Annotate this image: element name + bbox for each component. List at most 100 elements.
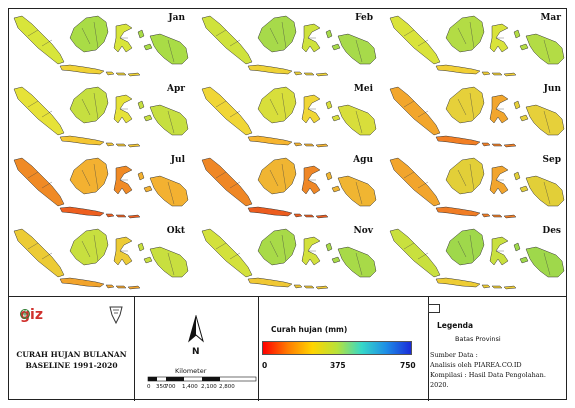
province-boundary [93,21,99,49]
island-shape [105,71,141,77]
indonesia-map-sep [389,157,565,219]
month-label-jul: Jul [170,155,185,165]
month-label-mar: Mar [540,13,561,23]
province-boundary [355,39,363,63]
province-boundary [229,252,241,260]
island-shape [105,284,141,290]
province-boundary [457,240,467,258]
map-panel-des: Des [384,221,567,292]
map-title: CURAH HUJAN BULANAN BASELINE 1991-2020 [8,349,135,371]
island-shape [325,29,341,51]
island-shape [201,228,253,278]
province-boundary [355,252,363,276]
province-boundary [417,181,429,189]
island-shape [13,157,65,207]
month-label-jun: Jun [543,84,561,94]
island-shape [113,94,133,124]
island-shape [445,15,485,53]
province-boundary [215,242,227,250]
indonesia-map-mei [201,86,377,148]
scale-tick: 700 [165,384,176,390]
province-boundary [81,27,91,45]
island-shape [525,104,565,136]
month-label-des: Des [542,226,561,236]
map-frame [8,8,567,400]
island-shape [113,236,133,266]
island-shape [257,157,297,195]
province-boundary [81,98,91,116]
province-boundary [457,27,467,45]
ministry-logo-icon [20,309,30,319]
province-boundary [457,98,467,116]
island-shape [513,171,529,193]
map-panel-jan: Jan [8,8,191,79]
province-boundary [457,169,467,187]
island-shape [489,236,509,266]
island-shape [525,33,565,65]
island-shape [137,29,153,51]
map-panel-sep: Sep [384,150,567,221]
island-shape [481,71,517,77]
island-shape [113,23,133,53]
north-label: N [192,347,200,357]
colorbar-cell: Curah hujan (mm) [259,297,429,401]
island-shape [13,15,65,65]
island-shape [149,175,189,207]
scale-tick: 1,400 [182,384,198,390]
indonesia-map-okt [13,228,189,290]
province-boundary [41,252,53,260]
island-shape [301,94,321,124]
island-shape [293,142,329,148]
island-shape [59,277,105,288]
island-shape [247,206,293,217]
island-shape [13,86,65,136]
indonesia-map-mar [389,15,565,77]
island-shape [337,246,377,278]
province-boundary [167,181,175,205]
island-shape [435,64,481,75]
scale-unit: Kilometer [175,367,207,375]
island-shape [137,100,153,122]
legend-province-swatch [428,304,440,313]
island-shape [445,228,485,266]
island-shape [445,86,485,124]
map-panel-mei: Mei [196,79,379,150]
source-line3: Kompilasi : Hasil Data Pengolahan. [430,371,546,379]
map-footer: giz CURAH HUJAN BULANAN BASELINE 1991-20… [8,296,567,401]
north-arrow-icon [188,315,204,343]
island-shape [293,284,329,290]
province-boundary [403,171,415,179]
island-shape [337,104,377,136]
province-boundary [543,181,551,205]
island-shape [257,228,297,266]
island-shape [69,228,109,266]
island-shape [201,157,253,207]
monthly-maps-grid: Jan Feb Mar Apr Mei Jun Jul Agu Sep Okt Nov Des [8,8,567,293]
province-boundary [281,92,287,120]
map-panel-jun: Jun [384,79,567,150]
map-title-line1: CURAH HUJAN BULANAN [16,350,127,359]
month-label-mei: Mei [353,84,373,94]
colorbar-title: Curah hujan (mm) [271,325,348,334]
province-boundary [167,110,175,134]
indonesia-map-feb [201,15,377,77]
island-shape [149,246,189,278]
province-boundary [543,110,551,134]
scale-tick: 350 [156,384,167,390]
province-boundary [543,252,551,276]
island-shape [69,86,109,124]
island-shape [389,86,441,136]
island-shape [389,157,441,207]
island-shape [325,242,341,264]
island-shape [435,206,481,217]
province-boundary [355,110,363,134]
island-shape [59,135,105,146]
island-shape [481,213,517,219]
scale-tick: 2,100 [201,384,217,390]
indonesia-map-nov [201,228,377,290]
province-boundary [417,39,429,47]
month-label-agu: Agu [353,155,373,165]
province-boundary [269,240,279,258]
province-boundary [81,240,91,258]
month-label-sep: Sep [542,155,561,165]
